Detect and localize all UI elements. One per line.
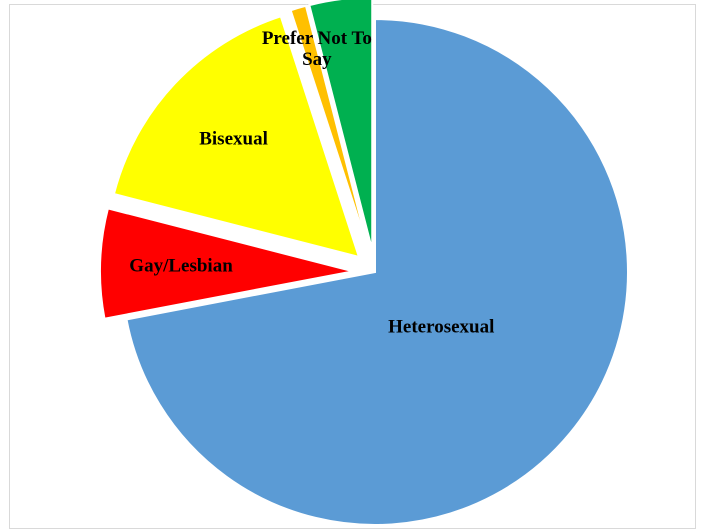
- slice-label: Gay/Lesbian: [129, 255, 233, 277]
- slice-label: Prefer Not To Say: [261, 28, 372, 71]
- pie-slice: [125, 17, 629, 526]
- pie-slice: [308, 0, 374, 251]
- pie-slice: [99, 207, 354, 320]
- pie-slice: [112, 15, 361, 259]
- pie-slice: [289, 4, 370, 252]
- slice-label: Heterosexual: [388, 316, 495, 338]
- slice-label: Bisexual: [199, 128, 268, 150]
